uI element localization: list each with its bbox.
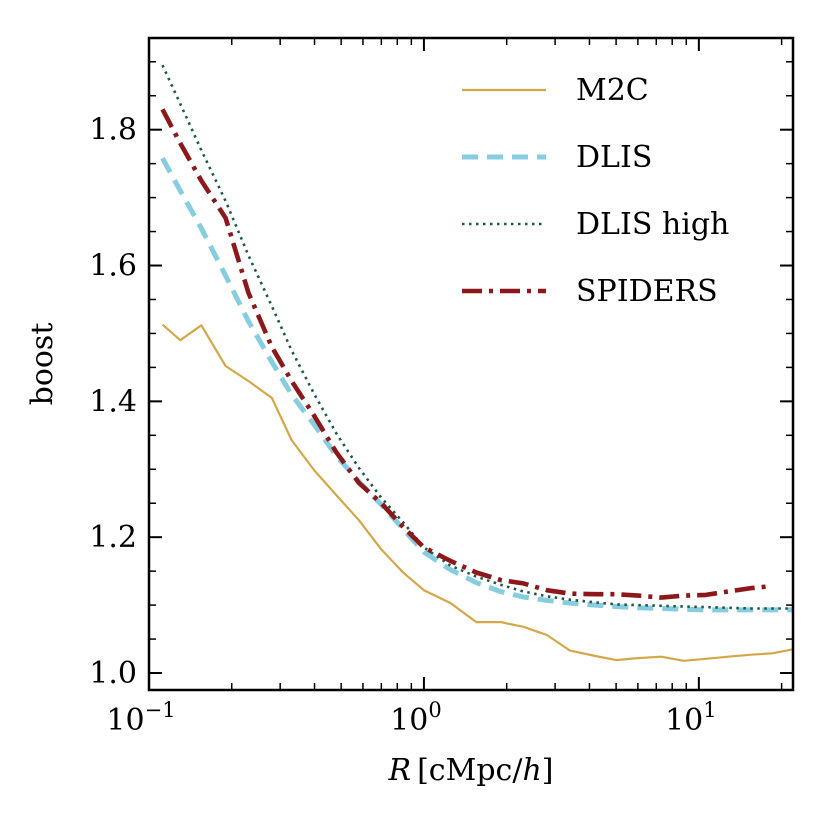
x-tick-label: 100 <box>390 698 442 738</box>
series-line-spiders <box>160 108 773 600</box>
legend-label-spiders: SPIDERS <box>576 274 718 309</box>
series-line-dlis-high <box>161 64 793 610</box>
series-line-dlis <box>160 157 793 613</box>
x-axis-label: R [cMpc/h] <box>388 753 554 788</box>
legend-label-dlis-high: DLIS high <box>576 207 729 242</box>
y-tick-label: 1.8 <box>89 113 137 148</box>
y-axis-label: boost <box>25 323 60 406</box>
ticks-layer: 1.0 1.2 1.4 1.6 1.8 10−1 100 101 <box>89 38 793 738</box>
legend: M2C DLIS DLIS high SPIDERS <box>462 73 729 309</box>
plot-frame <box>147 36 795 692</box>
x-tick-label: 10−1 <box>106 698 175 738</box>
y-tick-label: 1.6 <box>89 249 137 284</box>
y-tick-label: 1.4 <box>89 384 137 419</box>
series-line-m2c <box>161 323 793 662</box>
y-tick-label: 1.0 <box>89 656 137 691</box>
series-layer <box>160 64 793 662</box>
legend-label-dlis: DLIS <box>576 140 652 175</box>
y-tick-label: 1.2 <box>89 520 137 555</box>
x-tick-label: 101 <box>665 698 717 738</box>
legend-label-m2c: M2C <box>576 73 649 108</box>
